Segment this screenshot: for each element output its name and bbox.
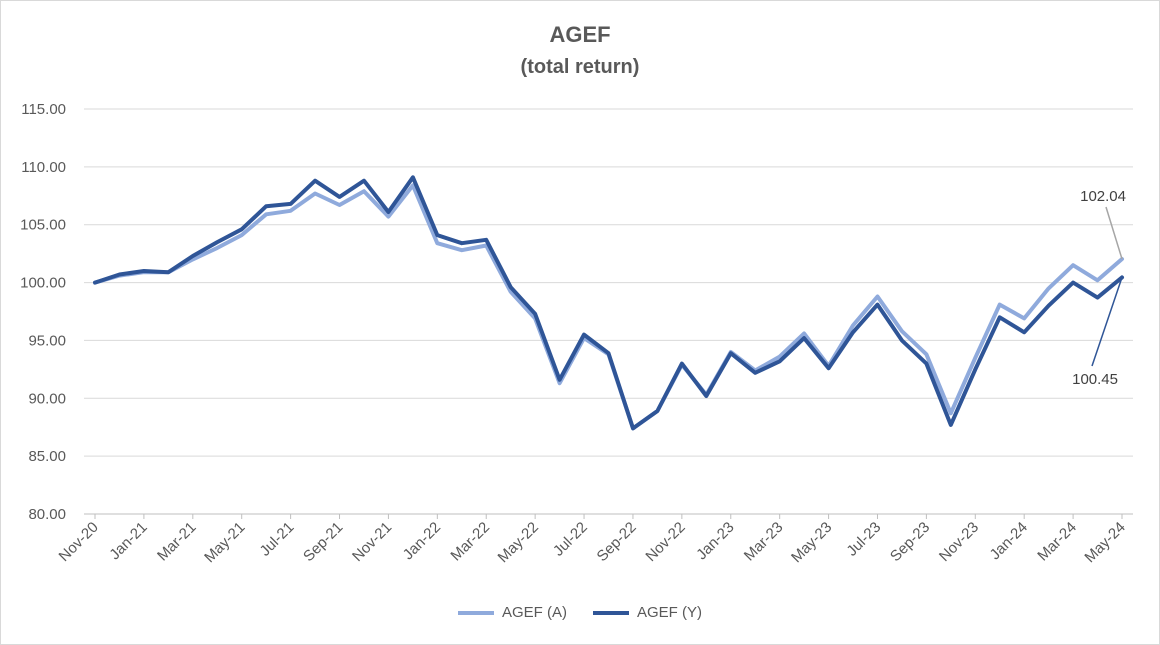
x-tick-label: Sep-23 — [887, 519, 933, 565]
x-tick-label: Nov-23 — [936, 519, 982, 565]
x-tick-label: May-24 — [1081, 519, 1128, 566]
y-tick-label: 115.00 — [21, 101, 66, 118]
legend-item-a: AGEF (A) — [457, 604, 567, 621]
legend-swatch-y — [593, 610, 629, 615]
x-tick-label: May-23 — [788, 519, 835, 566]
x-tick-label: Jul-22 — [550, 519, 591, 560]
x-tick-label: Nov-20 — [56, 519, 102, 565]
x-tick-label: Sep-22 — [594, 519, 640, 565]
x-tick-label: May-22 — [495, 519, 542, 566]
annotation-leader-a — [1105, 206, 1123, 260]
y-tick-label: 85.00 — [28, 448, 66, 465]
y-tick-label: 100.00 — [20, 275, 66, 292]
y-tick-label: 105.00 — [20, 217, 66, 234]
x-tick-label: Mar-24 — [1034, 519, 1080, 565]
annotation-label-y: 100.45 — [1072, 371, 1118, 388]
legend-item-y: AGEF (Y) — [593, 604, 702, 621]
x-tick-label: Mar-22 — [447, 519, 493, 565]
series-line-agef-y — [93, 175, 1124, 431]
y-tick-label: 95.00 — [28, 332, 66, 349]
legend-label-y: AGEF (Y) — [637, 604, 703, 621]
x-tick-label: Jul-23 — [843, 519, 884, 560]
x-tick-label: Jan-21 — [106, 519, 150, 563]
legend-label-a: AGEF (A) — [501, 604, 567, 621]
annotation-leader-y — [1091, 277, 1123, 367]
x-tick-label: Jan-24 — [987, 519, 1031, 563]
x-tick-label: Mar-21 — [154, 519, 200, 565]
legend: AGEF (A) AGEF (Y) — [0, 604, 1160, 621]
x-tick-label: Nov-21 — [349, 519, 395, 565]
x-tick-label: Jan-23 — [693, 519, 737, 563]
chart-title: AGEF — [549, 22, 611, 47]
y-tick-label: 110.00 — [21, 159, 66, 176]
x-tick-label: Jul-21 — [257, 519, 298, 560]
y-tick-label: 80.00 — [28, 506, 66, 523]
x-tick-label: Sep-21 — [300, 519, 346, 565]
chart-subtitle: (total return) — [520, 56, 640, 78]
x-tick-label: Mar-23 — [741, 519, 787, 565]
x-tick-label: May-21 — [201, 519, 248, 566]
x-tick-label: Nov-22 — [642, 519, 688, 565]
legend-swatch-a — [457, 610, 494, 615]
x-tick-label: Jan-22 — [400, 519, 444, 563]
annotation-label-a: 102.04 — [1080, 188, 1126, 205]
y-tick-label: 90.00 — [28, 390, 66, 407]
